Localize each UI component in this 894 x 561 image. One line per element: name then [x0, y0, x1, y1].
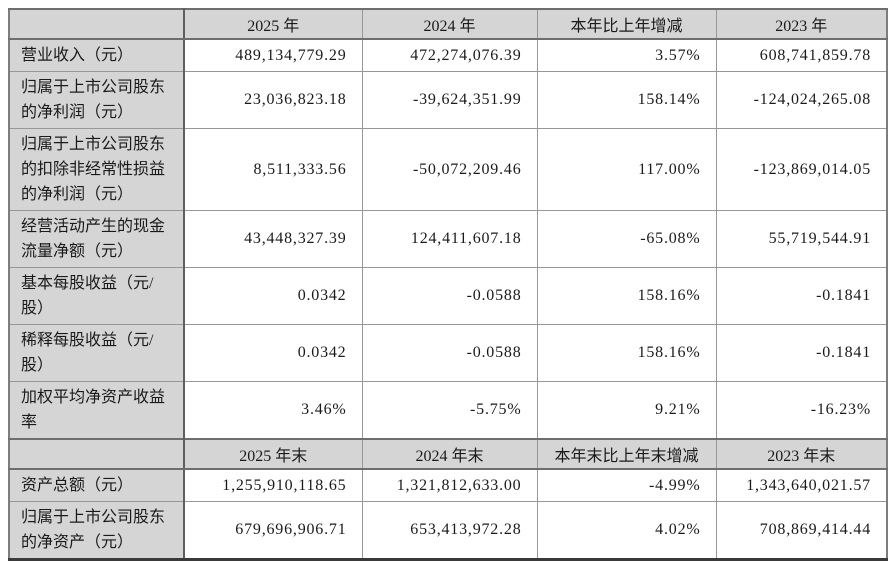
table-row-total-assets: 资产总额（元） 1,255,910,118.65 1,321,812,633.0… [8, 468, 888, 502]
table-row-net-profit-excl-nonrecurring: 归属于上市公司股东的扣除非经常性损益的净利润（元） 8,511,333.56 -… [8, 128, 888, 211]
row-label: 稀释每股收益（元/股） [8, 324, 185, 382]
value-cell-2025: 0.0342 [183, 267, 363, 325]
header-cell-end-change: 本年末比上年末增减 [536, 438, 717, 470]
row-label: 基本每股收益（元/股） [8, 267, 185, 325]
table-row-net-profit: 归属于上市公司股东的净利润（元） 23,036,823.18 -39,624,3… [8, 71, 888, 129]
table-row-basic-eps: 基本每股收益（元/股） 0.0342 -0.0588 158.16% -0.18… [8, 267, 888, 325]
value-cell-2024: 124,411,607.18 [361, 210, 538, 268]
period-end-header-row: 2025 年末 2024 年末 本年末比上年末增减 2023 年末 [8, 438, 888, 470]
header-cell-year-2023: 2023 年 [715, 8, 888, 40]
row-label: 资产总额（元） [8, 468, 185, 502]
value-cell-2024: 1,321,812,633.00 [361, 468, 538, 502]
value-cell-2025: 1,255,910,118.65 [183, 468, 363, 502]
value-cell-2025: 3.46% [183, 381, 363, 440]
table-row-weighted-avg-roe: 加权平均净资产收益率 3.46% -5.75% 9.21% -16.23% [8, 381, 888, 440]
value-cell-2023: 55,719,544.91 [715, 210, 888, 268]
header-cell-year-2025: 2025 年 [183, 8, 363, 40]
value-cell-change: -4.99% [536, 468, 717, 502]
header-cell-end-2024: 2024 年末 [361, 438, 538, 470]
value-cell-2025: 43,448,327.39 [183, 210, 363, 268]
value-cell-2024: 653,413,972.28 [361, 501, 538, 560]
table-row-net-assets: 归属于上市公司股东的净资产（元） 679,696,906.71 653,413,… [8, 501, 888, 560]
financial-summary-table: 2025 年 2024 年 本年比上年增减 2023 年 营业收入（元） 489… [8, 8, 888, 561]
value-cell-2025: 679,696,906.71 [183, 501, 363, 560]
value-cell-2023: -0.1841 [715, 324, 888, 382]
header-cell-end-2023: 2023 年末 [715, 438, 888, 470]
value-cell-2023: 608,741,859.78 [715, 38, 888, 72]
blank-header-cell [8, 8, 185, 40]
value-cell-2023: -16.23% [715, 381, 888, 440]
value-cell-2024: -0.0588 [361, 324, 538, 382]
value-cell-2024: -50,072,209.46 [361, 128, 538, 211]
value-cell-2023: -0.1841 [715, 267, 888, 325]
value-cell-2024: -0.0588 [361, 267, 538, 325]
table-row-operating-revenue: 营业收入（元） 489,134,779.29 472,274,076.39 3.… [8, 38, 888, 72]
row-label: 营业收入（元） [8, 38, 185, 72]
value-cell-change: 158.16% [536, 267, 717, 325]
row-label: 归属于上市公司股东的净利润（元） [8, 71, 185, 129]
row-label: 加权平均净资产收益率 [8, 381, 185, 440]
value-cell-2025: 0.0342 [183, 324, 363, 382]
table-row-operating-cash-flow: 经营活动产生的现金流量净额（元） 43,448,327.39 124,411,6… [8, 210, 888, 268]
value-cell-2023: 1,343,640,021.57 [715, 468, 888, 502]
row-label: 归属于上市公司股东的净资产（元） [8, 501, 185, 560]
value-cell-2023: 708,869,414.44 [715, 501, 888, 560]
value-cell-2025: 489,134,779.29 [183, 38, 363, 72]
value-cell-change: 3.57% [536, 38, 717, 72]
row-label: 归属于上市公司股东的扣除非经常性损益的净利润（元） [8, 128, 185, 211]
value-cell-change: 4.02% [536, 501, 717, 560]
value-cell-2024: -39,624,351.99 [361, 71, 538, 129]
header-cell-end-2025: 2025 年末 [183, 438, 363, 470]
value-cell-2024: -5.75% [361, 381, 538, 440]
value-cell-2023: -123,869,014.05 [715, 128, 888, 211]
annual-period-header-row: 2025 年 2024 年 本年比上年增减 2023 年 [8, 8, 888, 40]
value-cell-change: 9.21% [536, 381, 717, 440]
value-cell-change: 158.16% [536, 324, 717, 382]
value-cell-change: 158.14% [536, 71, 717, 129]
header-cell-yoy-change: 本年比上年增减 [536, 8, 717, 40]
table-row-diluted-eps: 稀释每股收益（元/股） 0.0342 -0.0588 158.16% -0.18… [8, 324, 888, 382]
row-label: 经营活动产生的现金流量净额（元） [8, 210, 185, 268]
value-cell-2023: -124,024,265.08 [715, 71, 888, 129]
value-cell-2025: 23,036,823.18 [183, 71, 363, 129]
header-cell-year-2024: 2024 年 [361, 8, 538, 40]
blank-header-cell [8, 438, 185, 470]
value-cell-change: -65.08% [536, 210, 717, 268]
value-cell-2024: 472,274,076.39 [361, 38, 538, 72]
value-cell-change: 117.00% [536, 128, 717, 211]
value-cell-2025: 8,511,333.56 [183, 128, 363, 211]
